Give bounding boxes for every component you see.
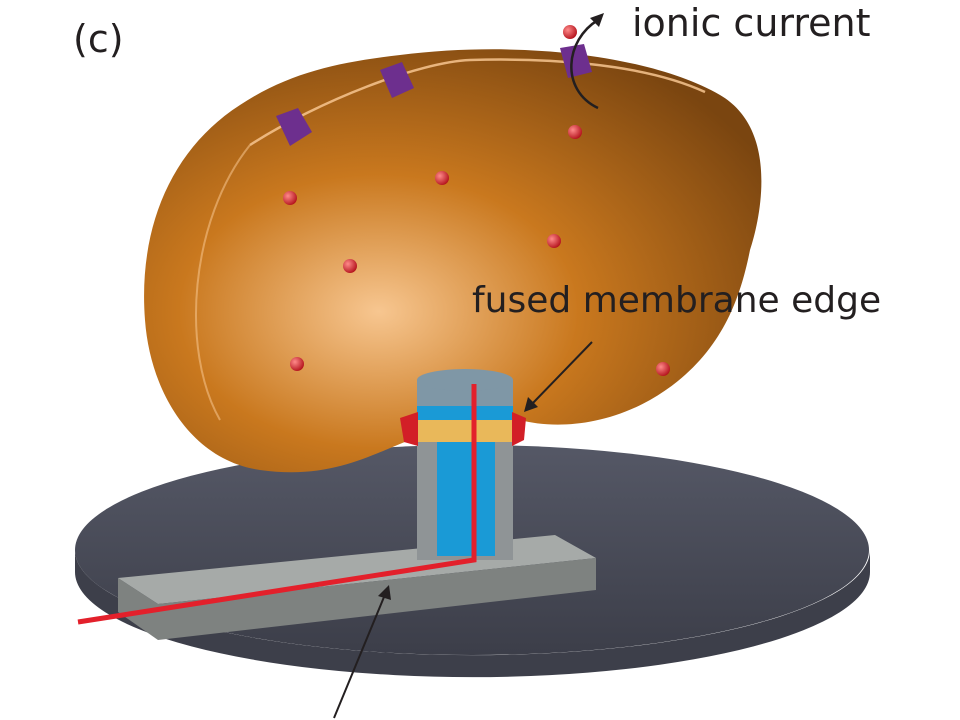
pillar-cap-top (417, 369, 513, 391)
ion (547, 234, 561, 248)
fused-edge-arrow-line (531, 341, 593, 405)
ion (563, 25, 577, 39)
channel-2 (380, 62, 414, 98)
ion (568, 125, 582, 139)
wire-arrow-line (333, 596, 385, 719)
fused-edge-pointer (524, 341, 593, 412)
pillar-gold-band (412, 420, 518, 442)
ionic-current-label: ionic current (632, 1, 871, 45)
current-arrow-head (590, 13, 604, 27)
ion (283, 191, 297, 205)
wire-arrow-head (378, 585, 391, 600)
substrate-side (75, 550, 870, 678)
membrane-rim (249, 58, 706, 147)
ion (343, 259, 357, 273)
fused-membrane-edge-label: fused membrane edge (472, 280, 882, 321)
ion (435, 171, 449, 185)
seal-left (400, 412, 418, 446)
pillar-blue-upper (417, 402, 513, 424)
wire-pointer (333, 585, 391, 719)
bar-side-face (158, 558, 596, 640)
bar-front-face (118, 578, 158, 640)
fused-edge-arrow-head (524, 397, 538, 412)
ion (290, 357, 304, 371)
membrane-cut-edge (195, 144, 251, 421)
ionic-current-arrow (570, 13, 604, 110)
seal-right (512, 412, 526, 446)
current-arrow-path (570, 18, 599, 110)
ion (656, 362, 670, 376)
panel-label: (c) (73, 17, 124, 61)
electrode-wire-icon (77, 384, 477, 625)
ion-sphere-icon (283, 25, 670, 376)
probe-pillar-icon (412, 369, 518, 560)
ion-channel-icon (276, 44, 592, 146)
pillar-blue-core (437, 440, 495, 556)
fused-membrane-seal (400, 412, 526, 446)
channel-3 (560, 44, 592, 78)
channel-1 (276, 108, 312, 146)
